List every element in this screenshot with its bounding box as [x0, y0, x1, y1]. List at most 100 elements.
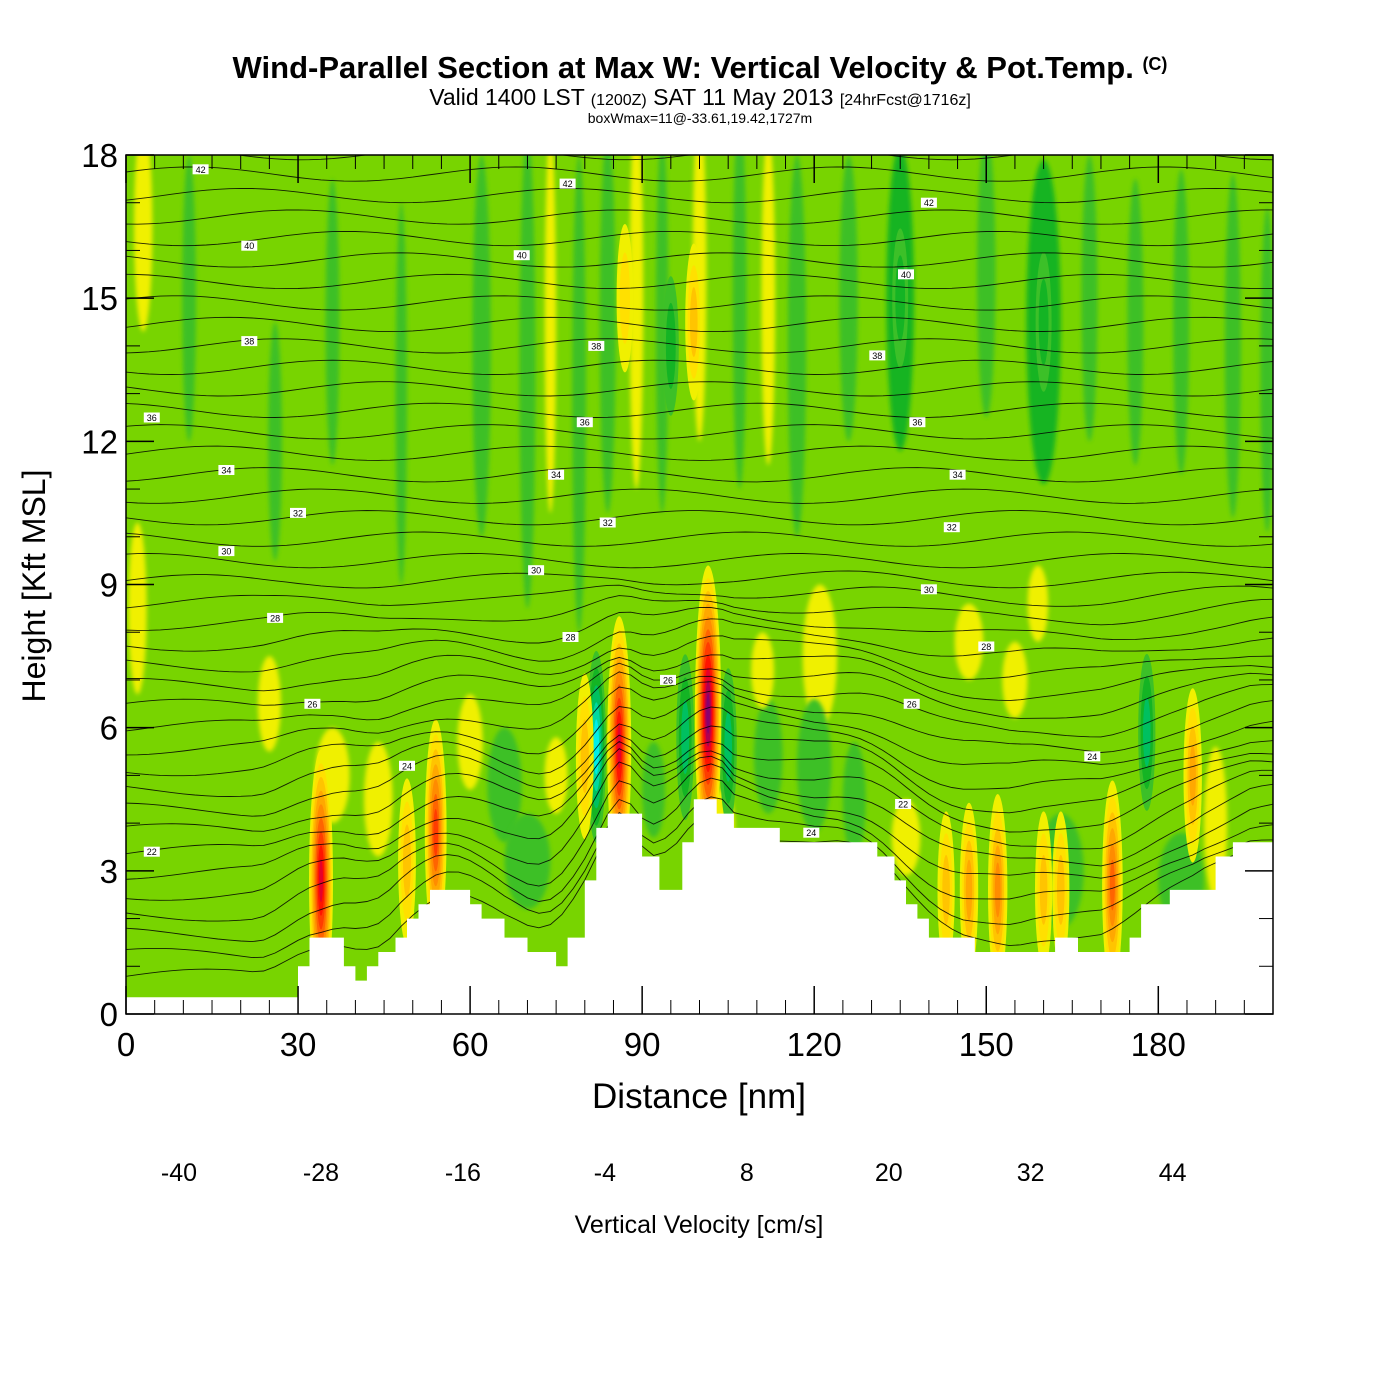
isentrope-label: 24 [803, 827, 820, 838]
isentrope-label: 30 [218, 546, 235, 557]
isentrope-line [126, 595, 1273, 631]
velocity-streak [128, 522, 147, 695]
downdraft-cell [1143, 697, 1151, 768]
updraft-cell [690, 287, 698, 357]
velocity-streak [839, 155, 858, 442]
isentrope-line [126, 467, 1273, 483]
svg-text:36: 36 [912, 418, 922, 428]
colorbar-tick-label: 8 [740, 1159, 754, 1187]
svg-text:9: 9 [100, 567, 118, 604]
colorbar-tick-label: -16 [445, 1159, 481, 1187]
svg-text:0: 0 [117, 1026, 135, 1063]
isentrope-line [126, 187, 1273, 204]
svg-text:30: 30 [221, 547, 231, 557]
x-tick: 90 [624, 155, 661, 1063]
isentrope-line [126, 763, 1273, 922]
velocity-streak [1173, 169, 1190, 475]
svg-text:28: 28 [270, 613, 280, 623]
isentrope-label: 24 [1084, 751, 1101, 762]
downdraft-cell [665, 302, 676, 389]
colorbar-tick-label: -28 [303, 1159, 339, 1187]
svg-text:28: 28 [981, 642, 991, 652]
isentrope-label: 26 [903, 698, 920, 709]
x-tick: 120 [787, 155, 842, 1063]
velocity-streak [325, 178, 340, 466]
velocity-streak [1081, 155, 1098, 442]
chart-title-text: Wind-Parallel Section at Max W: Vertical… [232, 50, 1134, 85]
y-tick: 15 [81, 280, 1273, 317]
svg-text:30: 30 [924, 585, 934, 595]
svg-text:15: 15 [81, 280, 118, 317]
isentrope-line [126, 553, 1273, 569]
velocity-streak [544, 155, 557, 513]
svg-text:36: 36 [580, 418, 590, 428]
isentrope-label: 42 [920, 197, 937, 208]
velocity-streak [182, 155, 197, 442]
velocity-streak [457, 694, 483, 790]
isentrope-label: 42 [192, 164, 209, 175]
x-tick: 60 [452, 155, 488, 1063]
isentrope-line [126, 606, 1273, 652]
velocity-streak [754, 699, 783, 814]
svg-text:22: 22 [898, 800, 908, 810]
isentrope-label: 38 [241, 336, 258, 347]
isentrope-line [126, 252, 1273, 268]
isentrope-label: 34 [548, 469, 565, 480]
velocity-streak [1260, 207, 1273, 533]
svg-text:180: 180 [1131, 1026, 1186, 1063]
svg-text:30: 30 [280, 1026, 317, 1063]
velocity-streak [472, 155, 491, 537]
velocity-streak [761, 155, 776, 466]
isentrope-line [126, 445, 1273, 461]
isentrope-label: 22 [143, 846, 160, 857]
velocity-streak [1027, 565, 1049, 642]
isentrope-line [126, 755, 1273, 901]
velocity-streak [395, 202, 407, 585]
terrain-mask [126, 799, 1273, 1014]
forecast-info: [24hrFcst@1716z] [839, 92, 971, 109]
isentrope-line [235, 155, 1273, 161]
svg-text:42: 42 [196, 165, 206, 175]
svg-text:90: 90 [624, 1026, 661, 1063]
svg-text:34: 34 [551, 470, 561, 480]
updraft-cell [965, 859, 973, 921]
velocity-streak [487, 727, 522, 843]
svg-text:32: 32 [603, 518, 613, 528]
updraft-cell [433, 808, 439, 857]
isentrope-label: 30 [920, 584, 937, 595]
colorbar-label: Vertical Velocity [cm/s] [575, 1211, 824, 1239]
isentrope-label: 32 [599, 517, 616, 528]
isentrope-label: 24 [399, 760, 415, 771]
isentrope-label: 38 [869, 350, 886, 361]
downdraft-cell [1038, 279, 1049, 365]
velocity-streak [1224, 174, 1241, 518]
svg-text:18: 18 [81, 137, 118, 174]
isentrope-line [126, 338, 1273, 354]
isentrope-label: 28 [562, 632, 579, 643]
isentrope-line [126, 316, 1273, 333]
isentrope-labels: 42 42 42 40 40 40 38 38 38 36 36 36 34 34 34 32 32 32 30 30… [143, 164, 1101, 857]
velocity-streak [257, 656, 281, 752]
isentrope-label: 32 [290, 507, 306, 518]
svg-text:150: 150 [959, 1026, 1014, 1063]
svg-text:40: 40 [517, 251, 527, 261]
svg-text:3: 3 [100, 853, 118, 890]
y-tick: 6 [100, 710, 1273, 747]
isentrope-label: 42 [559, 178, 576, 189]
isentrope-label: 36 [909, 417, 926, 428]
isentrope-line [126, 681, 1273, 777]
svg-text:32: 32 [947, 523, 957, 533]
svg-text:38: 38 [244, 337, 254, 347]
isentrope-line [126, 531, 1273, 547]
isentrope-label: 28 [267, 612, 284, 623]
velocity-streak [544, 737, 568, 814]
isentrope-line [126, 166, 1273, 182]
isentrope-label: 26 [660, 674, 676, 685]
velocity-streak [642, 742, 666, 838]
updraft-cell [994, 862, 1001, 918]
colorbar-tick-label: -4 [594, 1159, 616, 1187]
valid-time: Valid 1400 LST [429, 84, 585, 110]
svg-text:34: 34 [221, 466, 231, 476]
svg-text:38: 38 [591, 341, 601, 351]
